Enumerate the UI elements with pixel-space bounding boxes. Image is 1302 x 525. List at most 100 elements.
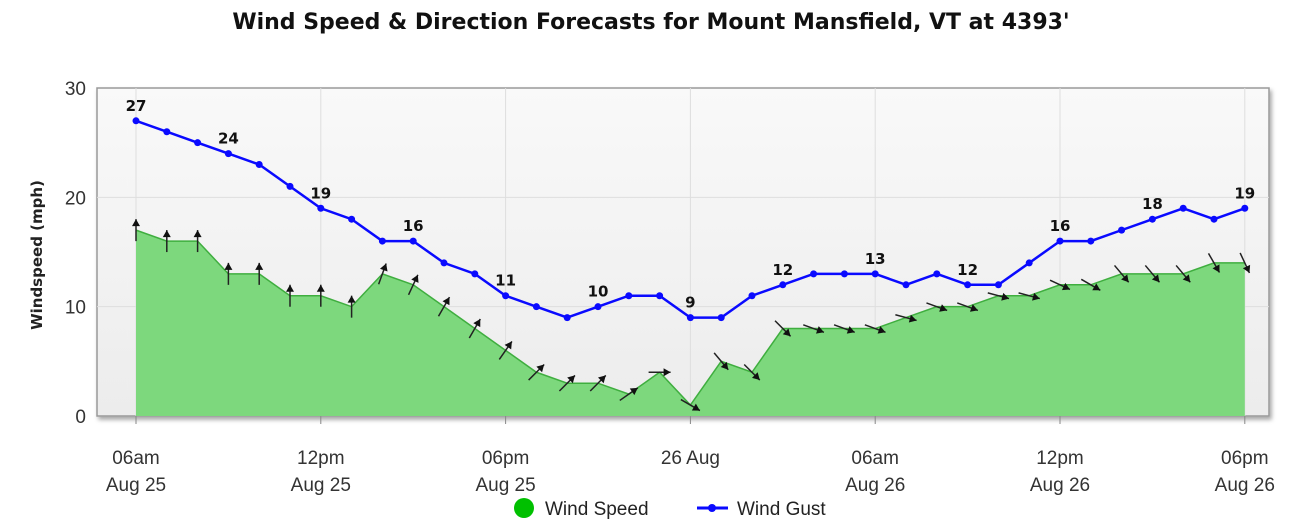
wind-direction-arrow xyxy=(498,340,513,360)
arrow-head xyxy=(752,372,760,381)
arrow-head xyxy=(1001,292,1010,301)
arrow-head xyxy=(969,304,978,312)
gust-data-labels: 27 24 19 16 11 10 9 12 13 12 16 18 19 xyxy=(126,97,1256,312)
gust-data-label: 18 xyxy=(1142,195,1163,213)
wind-gust-point xyxy=(440,259,448,267)
wind-gust-point xyxy=(163,128,171,136)
wind-gust-point xyxy=(1179,204,1187,212)
wind-gust-point xyxy=(409,237,417,245)
legend-wind-speed-label: Wind Speed xyxy=(545,499,649,520)
y-axis-title: Windspeed (mph) xyxy=(28,180,46,330)
wind-gust-point xyxy=(625,292,633,300)
wind-gust-point xyxy=(224,150,232,158)
wind-direction-arrow xyxy=(286,284,294,307)
wind-direction-arrow xyxy=(895,314,917,323)
arrow-head xyxy=(162,230,171,238)
arrow-head xyxy=(504,341,512,350)
x-tick-label: 06pm xyxy=(482,448,530,469)
wind-direction-arrow xyxy=(162,230,171,253)
legend-item-wind-gust[interactable]: Wind Gust xyxy=(697,499,826,520)
x-tick-label-date: Aug 26 xyxy=(845,475,905,496)
wind-gust-point xyxy=(502,292,510,300)
y-tick-label: 0 xyxy=(75,407,86,428)
wind-direction-arrow xyxy=(193,230,202,253)
arrow-head xyxy=(193,230,202,238)
x-tick-label: 26 Aug xyxy=(661,448,720,469)
wind-direction-arrow xyxy=(926,302,948,312)
wind-direction-arrow xyxy=(1113,264,1130,283)
y-tick-label: 20 xyxy=(65,188,86,209)
wind-direction-arrow xyxy=(803,324,825,334)
wind-speed-area xyxy=(136,230,1245,416)
wind-gust-point xyxy=(471,270,479,278)
arrow-head xyxy=(286,284,294,292)
wind-gust-point xyxy=(1056,237,1064,245)
wind-direction-arrow xyxy=(619,387,639,402)
legend-wind-gust-marker xyxy=(708,504,716,512)
wind-gust-point xyxy=(1148,215,1156,223)
x-tick-label-date: Aug 26 xyxy=(1215,475,1275,496)
arrow-head xyxy=(224,262,233,270)
y-tick-label: 10 xyxy=(65,298,86,319)
wind-direction-arrow xyxy=(743,363,761,381)
legend-wind-gust-label: Wind Gust xyxy=(737,499,826,520)
arrow-head xyxy=(691,403,700,411)
x-tick-label-date: Aug 25 xyxy=(475,475,535,496)
arrow-head xyxy=(1032,292,1040,301)
x-tick-label-date: Aug 26 xyxy=(1030,475,1090,496)
wind-direction-arrow xyxy=(1175,264,1191,283)
wind-gust-point xyxy=(563,314,571,322)
wind-gust-point xyxy=(1210,215,1218,223)
wind-direction-arrows xyxy=(132,219,1251,412)
wind-direction-arrow xyxy=(713,352,729,371)
legend: Wind Speed Wind Gust xyxy=(514,498,826,520)
arrow-head xyxy=(442,297,450,306)
gust-data-label: 27 xyxy=(126,97,147,115)
wind-gust-point xyxy=(532,303,540,311)
legend-wind-speed-marker xyxy=(514,498,534,518)
wind-gust-point xyxy=(656,292,664,300)
wind-gust-point xyxy=(1241,204,1249,212)
gust-data-label: 16 xyxy=(403,217,424,235)
arrow-head xyxy=(255,262,264,270)
arrow-head xyxy=(908,314,917,323)
wind-direction-arrow xyxy=(1080,278,1101,291)
wind-direction-arrow xyxy=(437,296,451,317)
wind-gust-point xyxy=(1087,237,1095,245)
gust-data-label: 24 xyxy=(218,130,239,148)
wind-gust-point xyxy=(810,270,818,278)
wind-gust-point xyxy=(132,117,140,125)
arrow-head xyxy=(939,304,948,312)
wind-gust-point xyxy=(717,314,725,322)
gust-data-label: 19 xyxy=(310,184,331,202)
wind-gust-point xyxy=(594,303,602,311)
wind-direction-arrow xyxy=(1239,252,1251,274)
gust-data-label: 10 xyxy=(588,283,609,301)
arrow-head xyxy=(1182,274,1191,283)
wind-gust-point xyxy=(994,281,1002,289)
arrow-head xyxy=(846,326,855,334)
wind-direction-arrow xyxy=(774,320,792,337)
wind-direction-arrow xyxy=(1049,279,1071,291)
arrow-head xyxy=(815,326,824,334)
wind-direction-arrow xyxy=(1018,292,1041,301)
gust-data-label: 12 xyxy=(772,261,793,279)
arrow-head xyxy=(1092,283,1101,291)
wind-gust-point xyxy=(964,281,972,289)
arrow-head xyxy=(598,375,606,384)
wind-gust-point xyxy=(194,139,202,147)
wind-direction-arrow xyxy=(468,318,481,339)
wind-gust-point xyxy=(378,237,386,245)
x-tick-label-date: Aug 25 xyxy=(106,475,166,496)
x-tick-label: 06am xyxy=(851,448,899,469)
wind-gust-point xyxy=(1025,259,1033,267)
arrow-head xyxy=(567,375,575,384)
wind-direction-arrow xyxy=(407,274,419,296)
wind-gust-point xyxy=(348,215,356,223)
arrow-head xyxy=(347,295,356,303)
legend-item-wind-speed[interactable]: Wind Speed xyxy=(514,498,649,520)
wind-direction-arrow xyxy=(558,374,576,392)
arrow-head xyxy=(629,387,638,396)
y-tick-label: 30 xyxy=(65,79,86,100)
